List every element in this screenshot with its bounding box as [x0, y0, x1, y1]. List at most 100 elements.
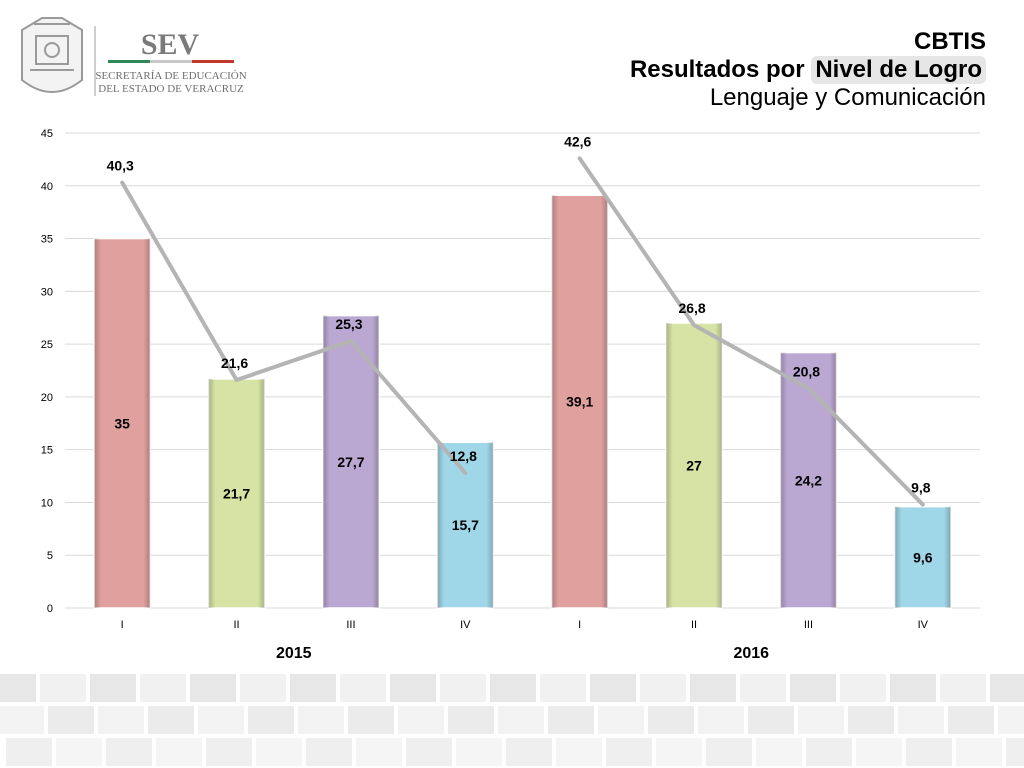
floor-tile	[356, 738, 402, 766]
bar-value-label: 24,2	[795, 472, 822, 488]
x-tick-label: IV	[460, 619, 471, 631]
floor-tile	[406, 738, 452, 766]
floor-tile	[856, 738, 902, 766]
floor-tile	[90, 674, 136, 702]
slide-titles: CBTIS Resultados por Nivel de Logro Leng…	[630, 28, 986, 111]
results-chart: 0 5 10 15 20 25 30 35 40 45 35 21,7 27,7 15,7 39,1 27 24…	[41, 128, 980, 662]
floor-tile	[748, 706, 794, 734]
floor-tile	[48, 706, 94, 734]
subtitle: Resultados por Nivel de Logro	[630, 55, 986, 84]
floor-tile	[698, 706, 744, 734]
floor-tile	[506, 738, 552, 766]
floor-tile	[656, 738, 702, 766]
floor-tile	[898, 706, 944, 734]
x-tick-label: II	[234, 619, 240, 631]
floor-tile	[948, 706, 994, 734]
y-tick-label: 40	[41, 181, 53, 193]
floor-tile	[690, 674, 736, 702]
line-value-label: 26,8	[678, 300, 705, 316]
floor-tile	[906, 738, 952, 766]
floor-tile	[456, 738, 502, 766]
floor-tile	[556, 738, 602, 766]
series-line	[577, 156, 925, 507]
floor-tile	[390, 674, 436, 702]
bar-value-label: 35	[114, 415, 130, 431]
floor-tile	[340, 674, 386, 702]
floor-tile	[0, 674, 36, 702]
floor-tile	[840, 674, 886, 702]
floor-tile	[398, 706, 444, 734]
y-tick-label: 45	[41, 128, 53, 140]
year-group-label: 2015	[276, 645, 312, 662]
floor-tile	[240, 674, 286, 702]
floor-tile	[40, 674, 86, 702]
floor-tile	[248, 706, 294, 734]
bar-shade	[94, 238, 151, 609]
floor-tile	[606, 738, 652, 766]
logo-stripe-red	[192, 60, 234, 63]
floor-tile	[140, 674, 186, 702]
floor-tile	[1006, 738, 1024, 766]
x-tick-label: IV	[918, 619, 929, 631]
subtitle-highlight: Nivel de Logro	[811, 55, 986, 84]
floor-tile	[798, 706, 844, 734]
title: CBTIS	[914, 28, 986, 55]
floor-tile	[490, 674, 536, 702]
y-tick-label: 25	[41, 339, 53, 351]
line-value-label: 9,8	[911, 480, 931, 496]
floor-tile	[848, 706, 894, 734]
y-tick-label: 5	[47, 550, 53, 562]
floor-tile	[440, 674, 486, 702]
floor-tile	[190, 674, 236, 702]
floor-tile	[206, 738, 252, 766]
floor-tile	[640, 674, 686, 702]
bar-shade	[894, 506, 951, 608]
floor-tile	[990, 674, 1024, 702]
floor-tile	[56, 738, 102, 766]
logo-stripe-green	[108, 60, 150, 63]
y-tick-label: 10	[41, 497, 53, 509]
floor-tile	[98, 706, 144, 734]
floor-tile	[806, 738, 852, 766]
floor-tile	[540, 674, 586, 702]
logo-line2: DEL ESTADO DE VERACRUZ	[98, 83, 244, 95]
sev-logo: SEV SECRETARÍA DE EDUCACIÓN DEL ESTADO D…	[21, 17, 247, 96]
floor-tile	[706, 738, 752, 766]
subject: Lenguaje y Comunicación	[709, 83, 986, 111]
line-value-label: 12,8	[450, 448, 477, 464]
floor-tile	[256, 738, 302, 766]
line-value-label: 40,3	[107, 158, 134, 174]
floor-tile	[548, 706, 594, 734]
bar-shade	[780, 352, 837, 608]
line-value-label: 20,8	[793, 363, 820, 379]
logo-line1: SECRETARÍA DE EDUCACIÓN	[95, 70, 246, 82]
floor-tile	[648, 706, 694, 734]
floor-tile	[106, 738, 152, 766]
floor-tile	[956, 738, 1002, 766]
bar-shade	[666, 323, 723, 608]
floor-tile	[790, 674, 836, 702]
bar-value-label: 27,7	[337, 454, 364, 470]
floor-tile	[998, 706, 1024, 734]
floor-tile	[590, 674, 636, 702]
y-tick-label: 0	[47, 603, 53, 615]
floor-tile	[448, 706, 494, 734]
floor-tile	[306, 738, 352, 766]
floor-tile	[348, 706, 394, 734]
floor-tile	[290, 674, 336, 702]
bar-value-label: 15,7	[452, 517, 479, 533]
year-group-label: 2016	[733, 645, 769, 662]
floor-tile	[756, 738, 802, 766]
y-tick-label: 20	[41, 392, 53, 404]
series-line	[120, 180, 468, 475]
floor-tile	[498, 706, 544, 734]
floor-tile	[890, 674, 936, 702]
bar-value-label: 21,7	[223, 485, 250, 501]
x-tick-label: III	[804, 619, 813, 631]
bar-value-label: 9,6	[913, 549, 933, 565]
logo-title: SEV	[141, 28, 200, 61]
floor-tile	[940, 674, 986, 702]
floor-background	[0, 674, 1024, 766]
floor-tile	[198, 706, 244, 734]
x-tick-label: I	[578, 619, 581, 631]
